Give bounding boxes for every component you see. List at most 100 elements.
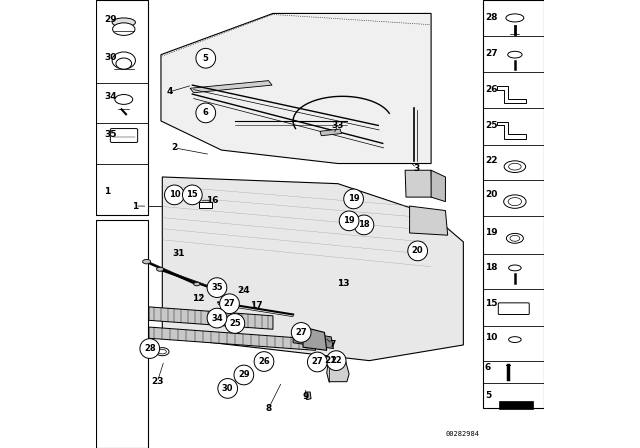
Text: 31: 31: [173, 249, 185, 258]
Text: 10: 10: [168, 190, 180, 199]
Text: 9: 9: [303, 392, 309, 401]
Text: 19: 19: [348, 194, 360, 203]
Text: 16: 16: [206, 196, 219, 205]
Text: 27: 27: [485, 49, 497, 58]
Text: 26: 26: [485, 85, 497, 94]
Text: 15: 15: [485, 298, 497, 307]
Polygon shape: [306, 392, 311, 400]
Text: 20: 20: [412, 246, 424, 255]
Ellipse shape: [504, 195, 526, 208]
Text: 29: 29: [238, 370, 250, 379]
Text: 13: 13: [337, 279, 349, 288]
Text: 27: 27: [224, 299, 236, 308]
Circle shape: [196, 48, 216, 68]
Polygon shape: [190, 81, 272, 93]
Text: 8: 8: [266, 404, 271, 413]
Circle shape: [354, 215, 374, 235]
Text: 4: 4: [166, 87, 173, 96]
Circle shape: [291, 323, 311, 342]
Text: 15: 15: [186, 190, 198, 199]
Text: 00282984: 00282984: [445, 431, 479, 437]
Text: 22: 22: [330, 356, 342, 365]
Ellipse shape: [158, 349, 166, 354]
Circle shape: [234, 365, 253, 385]
Circle shape: [339, 211, 359, 231]
Polygon shape: [303, 327, 327, 350]
Text: 30: 30: [104, 53, 116, 62]
Polygon shape: [161, 13, 431, 164]
Polygon shape: [293, 331, 333, 349]
Text: 5: 5: [203, 54, 209, 63]
FancyBboxPatch shape: [499, 401, 533, 409]
Circle shape: [307, 352, 327, 372]
Text: 27: 27: [296, 328, 307, 337]
Text: 2: 2: [172, 143, 177, 152]
Circle shape: [164, 185, 184, 205]
Text: 19: 19: [343, 216, 355, 225]
FancyBboxPatch shape: [499, 303, 529, 314]
Polygon shape: [327, 358, 349, 382]
Text: 1: 1: [132, 202, 138, 211]
FancyBboxPatch shape: [110, 129, 138, 142]
Polygon shape: [405, 170, 432, 197]
Ellipse shape: [156, 348, 169, 356]
Text: 10: 10: [485, 333, 497, 342]
Text: 20: 20: [485, 190, 497, 199]
Polygon shape: [149, 327, 316, 350]
Polygon shape: [497, 122, 526, 139]
Polygon shape: [410, 206, 448, 235]
Text: 29: 29: [104, 15, 116, 24]
Polygon shape: [149, 307, 273, 329]
Ellipse shape: [509, 164, 521, 170]
Text: 22: 22: [485, 155, 497, 164]
Ellipse shape: [157, 267, 164, 271]
Text: 33: 33: [332, 121, 344, 130]
Ellipse shape: [113, 23, 135, 35]
Text: 7: 7: [329, 340, 335, 349]
Ellipse shape: [510, 236, 520, 241]
Text: 34: 34: [211, 314, 223, 323]
Ellipse shape: [508, 198, 522, 206]
Text: 34: 34: [104, 92, 116, 101]
Circle shape: [207, 308, 227, 328]
Circle shape: [326, 351, 346, 370]
Polygon shape: [210, 288, 218, 296]
Text: 3: 3: [413, 164, 419, 172]
Text: 23: 23: [151, 377, 164, 386]
Polygon shape: [199, 202, 212, 208]
Text: 17: 17: [250, 301, 262, 310]
Text: 5: 5: [485, 391, 491, 400]
Text: 24: 24: [237, 286, 250, 295]
Text: 28: 28: [485, 13, 497, 22]
Ellipse shape: [116, 58, 132, 69]
Polygon shape: [163, 177, 463, 361]
Text: 28: 28: [144, 344, 156, 353]
Ellipse shape: [506, 233, 524, 243]
Ellipse shape: [504, 161, 525, 172]
Ellipse shape: [506, 14, 524, 22]
Text: 30: 30: [222, 384, 234, 393]
Text: 21: 21: [324, 356, 337, 365]
Circle shape: [140, 339, 159, 358]
Text: 18: 18: [485, 263, 497, 271]
Polygon shape: [431, 170, 445, 202]
Circle shape: [254, 352, 274, 371]
Text: 12: 12: [192, 294, 204, 303]
Text: 26: 26: [258, 357, 270, 366]
Ellipse shape: [194, 282, 200, 286]
Text: 25: 25: [229, 319, 241, 328]
Text: 35: 35: [211, 283, 223, 292]
Circle shape: [408, 241, 428, 261]
Text: 1: 1: [104, 187, 110, 196]
Text: 6: 6: [485, 363, 491, 372]
Circle shape: [220, 294, 239, 314]
Circle shape: [196, 103, 216, 123]
Text: 6: 6: [203, 108, 209, 117]
Text: 35: 35: [104, 129, 116, 138]
Polygon shape: [497, 86, 526, 103]
Text: 19: 19: [485, 228, 497, 237]
Text: 25: 25: [485, 121, 497, 129]
Polygon shape: [320, 129, 342, 136]
Ellipse shape: [112, 52, 136, 69]
Text: 27: 27: [312, 358, 323, 366]
